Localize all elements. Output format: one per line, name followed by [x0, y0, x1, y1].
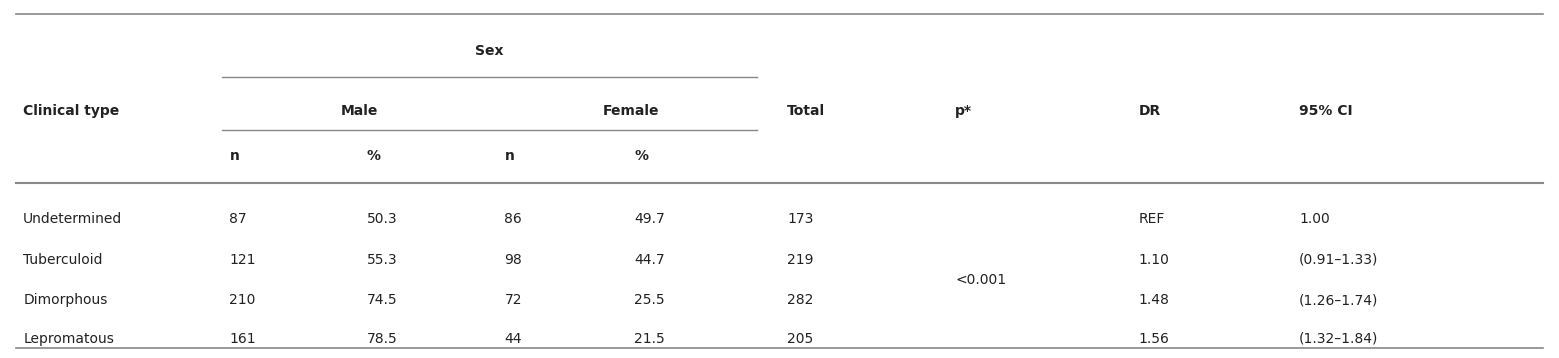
- Text: REF: REF: [1138, 212, 1165, 226]
- Text: n: n: [505, 149, 514, 163]
- Text: Dimorphous: Dimorphous: [23, 293, 108, 307]
- Text: 205: 205: [787, 332, 814, 345]
- Text: DR: DR: [1138, 103, 1161, 117]
- Text: 1.00: 1.00: [1299, 212, 1330, 226]
- Text: Lepromatous: Lepromatous: [23, 332, 114, 345]
- Text: (1.32–1.84): (1.32–1.84): [1299, 332, 1378, 345]
- Text: Male: Male: [341, 103, 377, 117]
- Text: 1.48: 1.48: [1138, 293, 1169, 307]
- Text: 1.56: 1.56: [1138, 332, 1169, 345]
- Text: 219: 219: [787, 253, 814, 267]
- Text: n: n: [229, 149, 240, 163]
- Text: (0.91–1.33): (0.91–1.33): [1299, 253, 1378, 267]
- Text: Female: Female: [602, 103, 659, 117]
- Text: Clinical type: Clinical type: [23, 103, 120, 117]
- Text: %: %: [635, 149, 649, 163]
- Text: 98: 98: [505, 253, 522, 267]
- Text: <0.001: <0.001: [956, 273, 1006, 287]
- Text: 49.7: 49.7: [635, 212, 666, 226]
- Text: p*: p*: [956, 103, 973, 117]
- Text: 210: 210: [229, 293, 256, 307]
- Text: 74.5: 74.5: [366, 293, 398, 307]
- Text: 72: 72: [505, 293, 522, 307]
- Text: Total: Total: [787, 103, 825, 117]
- Text: Sex: Sex: [475, 44, 504, 58]
- Text: 87: 87: [229, 212, 248, 226]
- Text: 86: 86: [505, 212, 522, 226]
- Text: 95% CI: 95% CI: [1299, 103, 1353, 117]
- Text: 1.10: 1.10: [1138, 253, 1169, 267]
- Text: Undetermined: Undetermined: [23, 212, 123, 226]
- Text: 121: 121: [229, 253, 256, 267]
- Text: 78.5: 78.5: [366, 332, 398, 345]
- Text: 44: 44: [505, 332, 522, 345]
- Text: 50.3: 50.3: [366, 212, 398, 226]
- Text: Tuberculoid: Tuberculoid: [23, 253, 103, 267]
- Text: 282: 282: [787, 293, 814, 307]
- Text: 25.5: 25.5: [635, 293, 666, 307]
- Text: (1.26–1.74): (1.26–1.74): [1299, 293, 1378, 307]
- Text: 161: 161: [229, 332, 256, 345]
- Text: 21.5: 21.5: [635, 332, 666, 345]
- Text: %: %: [366, 149, 380, 163]
- Text: 55.3: 55.3: [366, 253, 398, 267]
- Text: 44.7: 44.7: [635, 253, 666, 267]
- Text: 173: 173: [787, 212, 814, 226]
